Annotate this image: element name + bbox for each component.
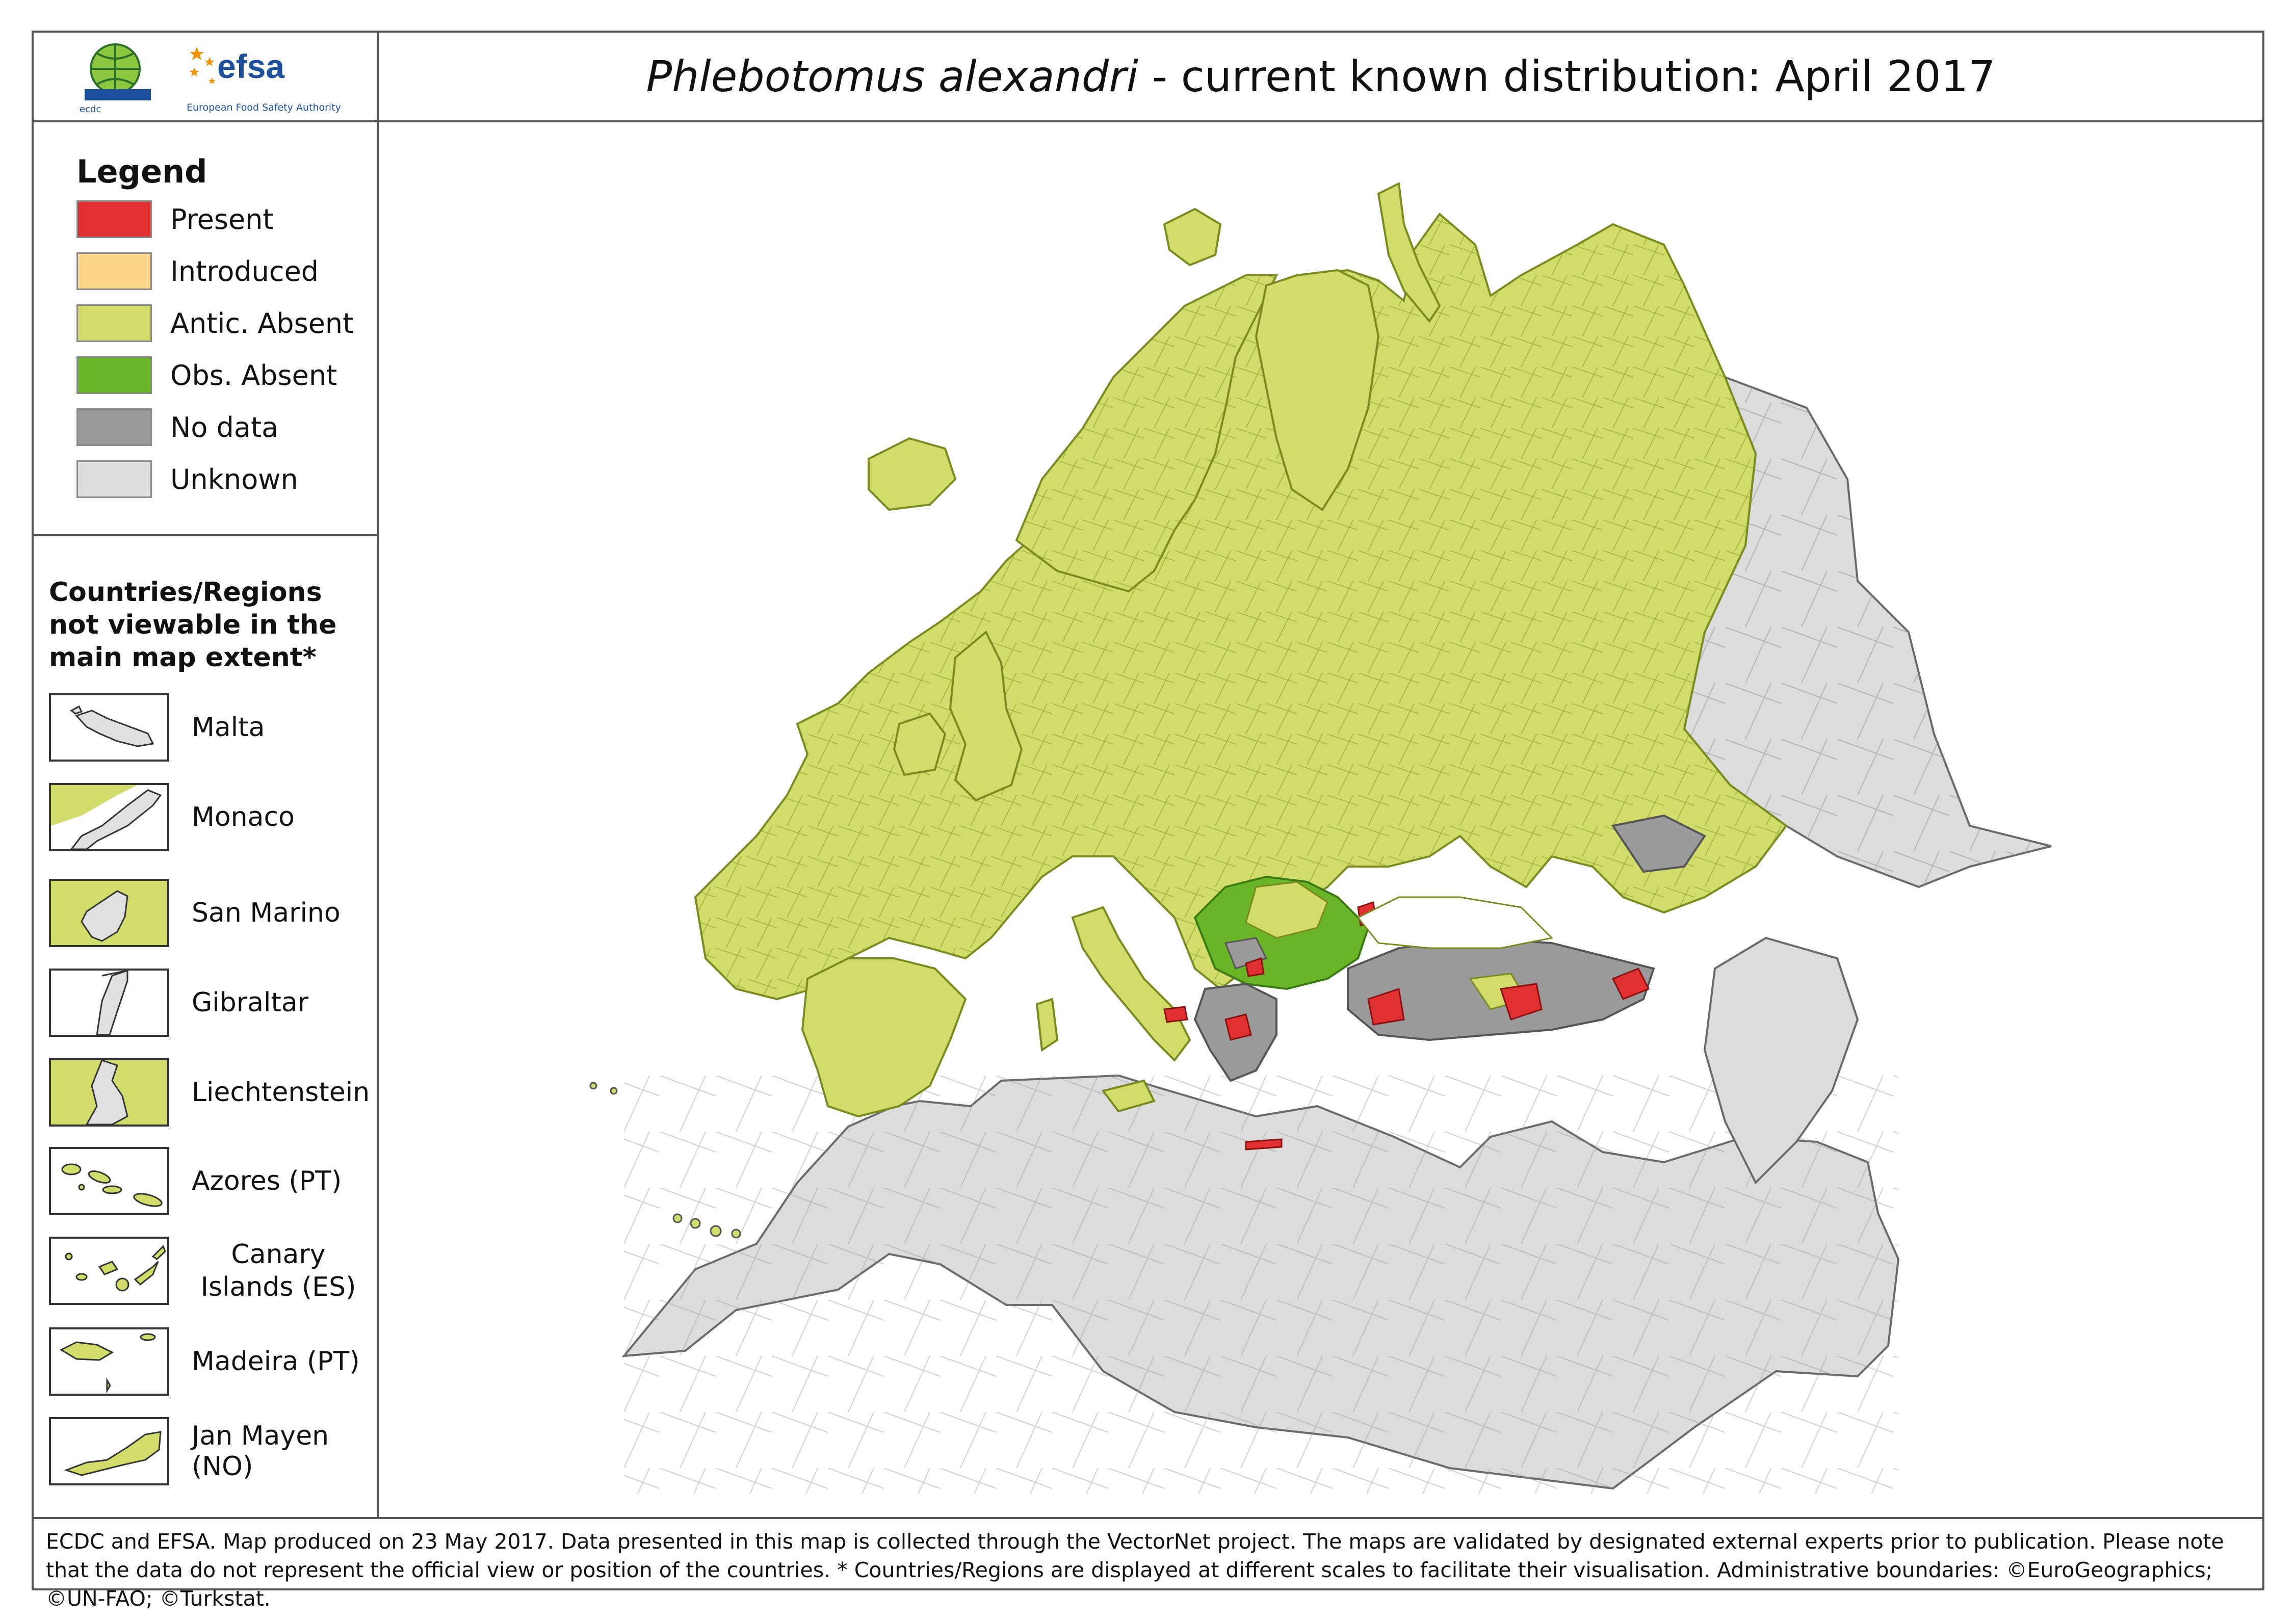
title-rest: - current known distribution: April 2017: [1138, 51, 1996, 101]
inset-monaco: Monaco: [49, 783, 365, 854]
italy: [1071, 906, 1191, 1062]
ecdc-globe-icon: [85, 43, 151, 100]
ecdc-logo: ecdc: [80, 41, 156, 115]
legend-label: Present: [170, 203, 274, 236]
main-map: [377, 120, 2264, 1519]
inset-label: Azores (PT): [192, 1166, 342, 1196]
inset-madeira: Madeira (PT): [49, 1327, 365, 1399]
inset-map-gibraltar: [49, 969, 169, 1037]
inset-azores: Azores (PT): [49, 1147, 365, 1218]
inset-canary-islands: Canary Islands (ES): [49, 1237, 365, 1308]
efsa-logo: efsa European Food Safety Authority: [187, 42, 341, 113]
inset-gibraltar: Gibraltar: [49, 969, 365, 1040]
swatch-antic-absent: [76, 304, 152, 342]
inset-map-malta: [49, 693, 169, 762]
legend-divider: [34, 534, 377, 536]
efsa-logo-text: efsa: [217, 47, 285, 85]
swatch-no-data: [76, 408, 152, 446]
footer-disclaimer: ECDC and EFSA. Map produced on 23 May 20…: [32, 1517, 2264, 1611]
logo-bar: ecdc efsa European Food Safety Authority: [32, 31, 379, 122]
sardinia: [1035, 998, 1059, 1052]
black-sea: [1356, 896, 1554, 949]
legend-item-antic-absent: Antic. Absent: [76, 303, 353, 344]
inset-san-marino: San Marino: [49, 879, 365, 950]
legend-label: No data: [170, 411, 279, 443]
inset-label: Gibraltar: [192, 987, 309, 1018]
inset-map-jan-mayen: [49, 1417, 169, 1485]
inset-map-canary-islands: [49, 1237, 169, 1305]
swatch-unknown: [76, 460, 152, 498]
iberia: [801, 957, 967, 1118]
efsa-stars-icon: [189, 47, 216, 84]
inset-map-liechtenstein: [49, 1058, 169, 1127]
great-britain: [949, 630, 1023, 802]
inset-jan-mayen: Jan Mayen (NO): [49, 1417, 365, 1488]
swatch-introduced: [76, 252, 152, 290]
legend-label: Unknown: [170, 463, 298, 495]
inset-map-san-marino: [49, 879, 169, 947]
legend-item-obs-absent: Obs. Absent: [76, 355, 337, 396]
inset-label: Jan Mayen (NO): [192, 1421, 329, 1482]
legend-item-introduced: Introduced: [76, 251, 319, 292]
legend-label: Introduced: [170, 255, 319, 287]
map-title: Phlebotomus alexandri - current known di…: [377, 31, 2264, 122]
inset-map-azores: [49, 1147, 169, 1215]
ireland: [893, 712, 947, 776]
title-species: Phlebotomus alexandri: [646, 51, 1139, 101]
swatch-present: [76, 200, 152, 238]
inset-label: Canary Islands (ES): [200, 1239, 356, 1302]
legend-label: Antic. Absent: [170, 307, 354, 339]
legend-item-no-data: No data: [76, 407, 278, 448]
legend-item-present: Present: [76, 199, 274, 240]
legend-item-unknown: Unknown: [76, 459, 298, 500]
europe-map: [589, 181, 2052, 1519]
inset-label: Malta: [192, 712, 265, 743]
inset-malta: Malta: [49, 693, 365, 765]
balkans-obs-absent: [1193, 875, 1370, 990]
legend-title: Legend: [76, 153, 207, 190]
inset-map-madeira: [49, 1327, 169, 1396]
inset-label: Liechtenstein: [192, 1077, 370, 1108]
iceland: [868, 437, 957, 511]
inset-label: San Marino: [192, 898, 341, 928]
novaya-zemlya: [1377, 181, 1441, 323]
sicily: [1101, 1079, 1156, 1113]
not-viewable-title: Countries/Regions not viewable in the ma…: [49, 577, 337, 673]
inset-label: Madeira (PT): [192, 1346, 360, 1377]
north-africa-region: [621, 1074, 1900, 1494]
atlantic-islands: [589, 1082, 741, 1239]
legend-panel: Legend Present Introduced Antic. Absent …: [32, 120, 379, 1519]
swatch-obs-absent: [76, 356, 152, 394]
svalbard: [1163, 207, 1222, 267]
ecdc-logo-text: ecdc: [80, 104, 101, 115]
legend-label: Obs. Absent: [170, 359, 337, 391]
inset-label: Monaco: [192, 802, 295, 832]
middle-east-region: [1703, 936, 1859, 1185]
efsa-logo-subtitle: European Food Safety Authority: [187, 102, 341, 113]
scandinavia: [1015, 269, 1380, 593]
europe-antic-absent: [694, 213, 1788, 1001]
inset-map-monaco: [49, 783, 169, 851]
inset-liechtenstein: Liechtenstein: [49, 1058, 370, 1130]
